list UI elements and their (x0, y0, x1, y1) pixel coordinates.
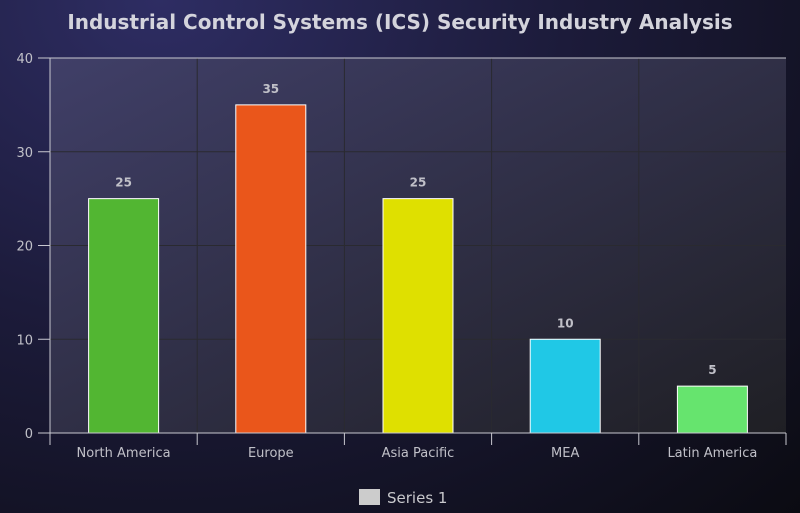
legend-swatch (359, 489, 380, 505)
data-label: 35 (262, 82, 279, 96)
bar (529, 338, 601, 434)
y-tick-label: 0 (25, 427, 33, 442)
legend[interactable]: Series 1 (359, 489, 447, 507)
bar (382, 198, 454, 434)
y-tick-label: 40 (16, 52, 33, 67)
chart-title: Industrial Control Systems (ICS) Securit… (67, 10, 732, 34)
data-label: 25 (410, 176, 427, 190)
y-tick-label: 10 (16, 333, 33, 348)
x-tick-label: Asia Pacific (382, 446, 455, 461)
x-tick-label: Latin America (667, 446, 757, 461)
y-tick-label: 30 (16, 146, 33, 161)
x-tick-label: Europe (248, 446, 294, 461)
y-tick-label: 20 (16, 240, 33, 255)
legend-label: Series 1 (387, 489, 447, 507)
bar (235, 104, 307, 434)
bar (676, 385, 748, 434)
bar (88, 198, 160, 434)
x-tick-label: MEA (551, 446, 579, 461)
data-label: 10 (557, 316, 574, 330)
x-tick-label: North America (77, 446, 171, 461)
data-label: 5 (708, 363, 716, 377)
data-label: 25 (115, 176, 132, 190)
